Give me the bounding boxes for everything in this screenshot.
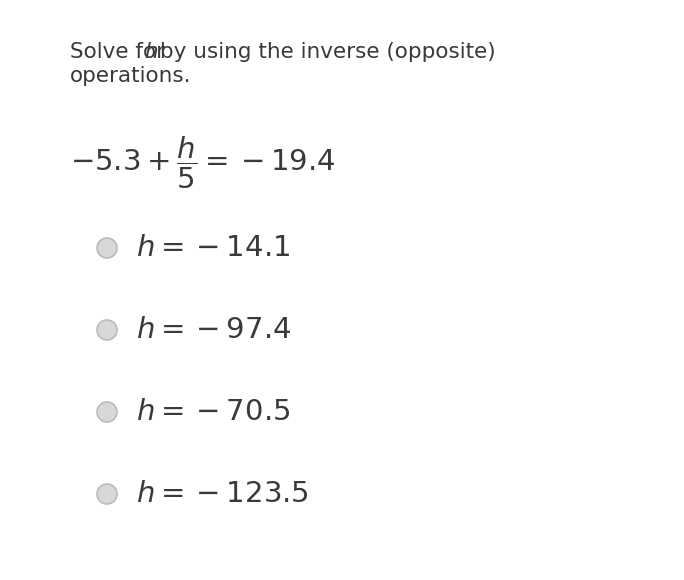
Circle shape — [97, 402, 117, 422]
Text: operations.: operations. — [70, 66, 192, 86]
Text: $h = -97.4$: $h = -97.4$ — [136, 316, 291, 344]
Text: $h = -14.1$: $h = -14.1$ — [136, 234, 290, 262]
Text: $-5.3 + \dfrac{h}{5} = -19.4$: $-5.3 + \dfrac{h}{5} = -19.4$ — [70, 135, 335, 191]
Circle shape — [97, 320, 117, 340]
Circle shape — [97, 238, 117, 258]
Text: by using the inverse (opposite): by using the inverse (opposite) — [153, 42, 496, 62]
Text: Solve for: Solve for — [70, 42, 172, 62]
Text: h: h — [144, 42, 157, 62]
Circle shape — [97, 484, 117, 504]
Text: $h = -70.5$: $h = -70.5$ — [136, 398, 290, 426]
Text: $h = -123.5$: $h = -123.5$ — [136, 480, 308, 508]
